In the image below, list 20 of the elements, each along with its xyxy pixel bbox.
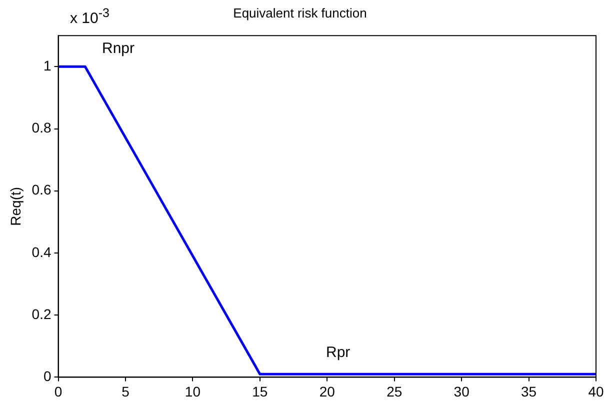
chart-title: Equivalent risk function xyxy=(233,5,367,20)
x-tick-label: 35 xyxy=(520,383,537,400)
annotation: Rpr xyxy=(326,344,350,361)
y-tick-label: 1 xyxy=(43,58,52,74)
x-tick-label: 15 xyxy=(252,383,268,400)
x-tick-label: 0 xyxy=(54,383,62,400)
x-tick-label: 20 xyxy=(319,383,336,400)
y-tick-label: 0.6 xyxy=(32,182,52,198)
y-axis-title: Req(t) xyxy=(7,186,24,226)
y-tick-label: 0 xyxy=(43,368,52,384)
x-tick-label: 10 xyxy=(184,383,201,400)
y-tick-label: 0.2 xyxy=(32,306,52,322)
y-tick-label: 0.4 xyxy=(32,244,52,260)
annotation: Rnpr xyxy=(102,40,135,57)
x-tick-label: 5 xyxy=(122,383,130,400)
y-tick-label: 0.8 xyxy=(32,120,52,136)
x-tick-label: 30 xyxy=(454,383,470,400)
x-tick-label: 25 xyxy=(386,383,402,400)
x-tick-label: 40 xyxy=(588,383,604,400)
text: x 10$^{-3}$ xyxy=(70,6,110,27)
